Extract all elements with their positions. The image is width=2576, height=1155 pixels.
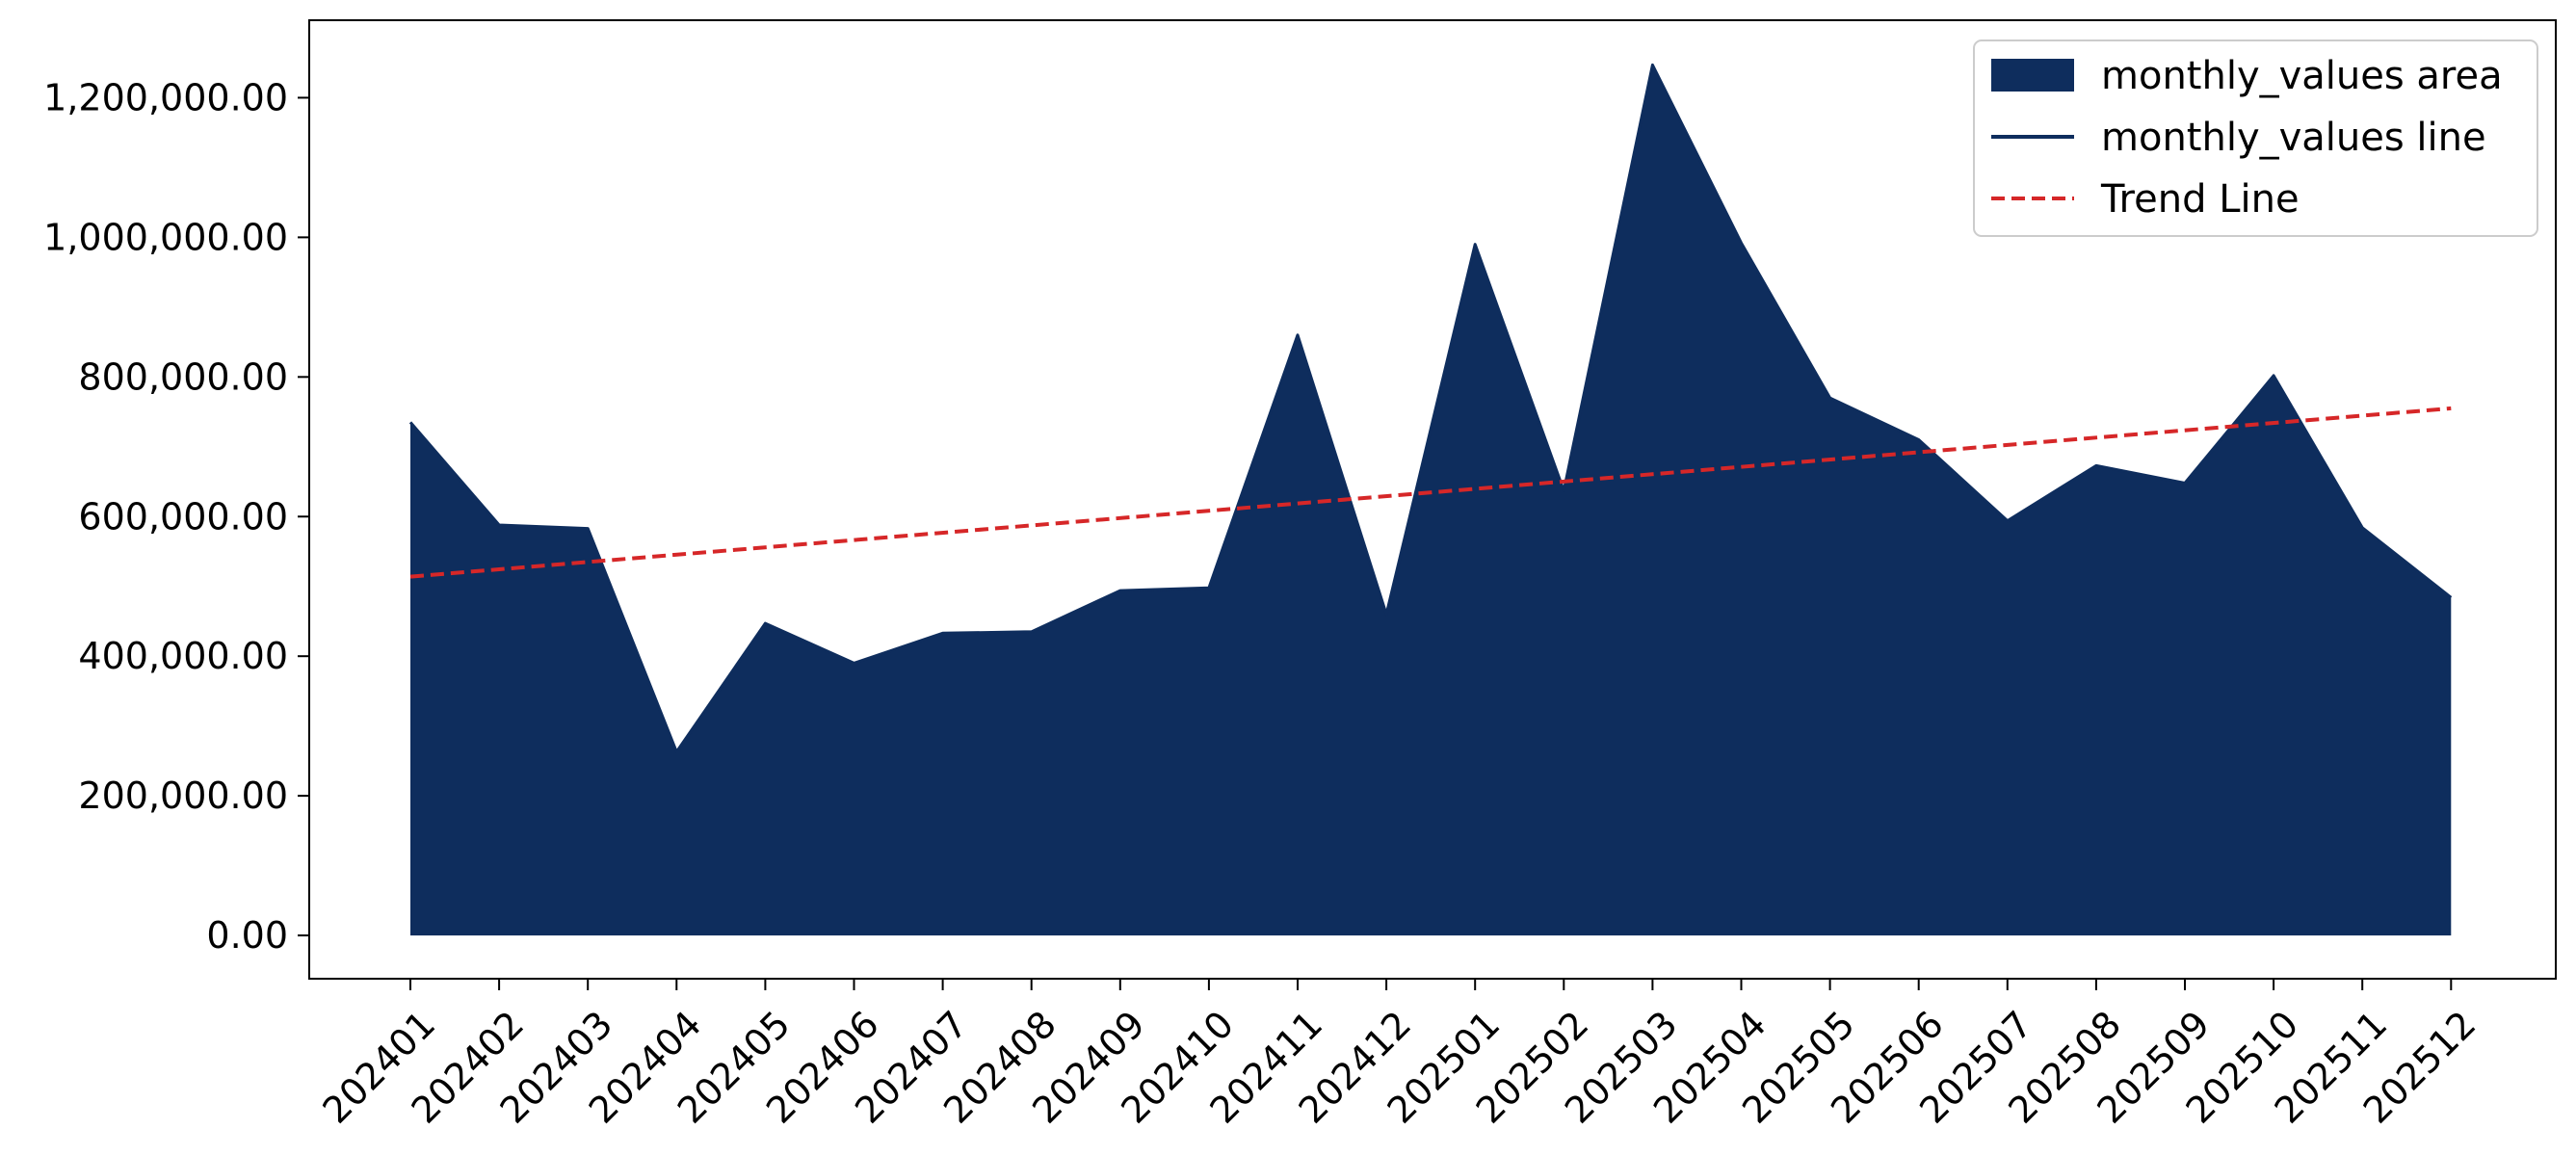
y-tick-label-600000: 600,000.00 bbox=[78, 495, 288, 538]
legend-swatch-area bbox=[1991, 59, 2074, 92]
plot-frame bbox=[308, 19, 2557, 980]
legend-box bbox=[1973, 39, 2538, 237]
x-axis: 2024012024022024032024042024052024062024… bbox=[314, 979, 2484, 1132]
legend-label-line: monthly_values line bbox=[2101, 116, 2486, 160]
series-line-monthly-values bbox=[408, 63, 2453, 753]
legend-label-trend: Trend Line bbox=[2100, 177, 2300, 222]
series-area-monthly-values bbox=[410, 65, 2452, 936]
y-axis: 0.00 200,000.00 400,000.00 600,000.00 800,00… bbox=[43, 76, 309, 957]
y-tick-label-1000000: 1,000,000.00 bbox=[43, 216, 288, 258]
y-tick-label-1200000: 1,200,000.00 bbox=[43, 76, 288, 118]
y-tick-label-200000: 200,000.00 bbox=[78, 774, 288, 817]
y-tick-label-400000: 400,000.00 bbox=[78, 635, 288, 677]
plot-layer bbox=[408, 63, 2453, 936]
series-trend-line bbox=[409, 406, 2452, 579]
legend-label-area: monthly_values area bbox=[2101, 54, 2503, 98]
legend: monthly_values area monthly_values line Tr… bbox=[1973, 39, 2538, 237]
y-tick-label-800000: 800,000.00 bbox=[78, 355, 288, 398]
y-tick-label-0: 0.00 bbox=[206, 914, 288, 957]
